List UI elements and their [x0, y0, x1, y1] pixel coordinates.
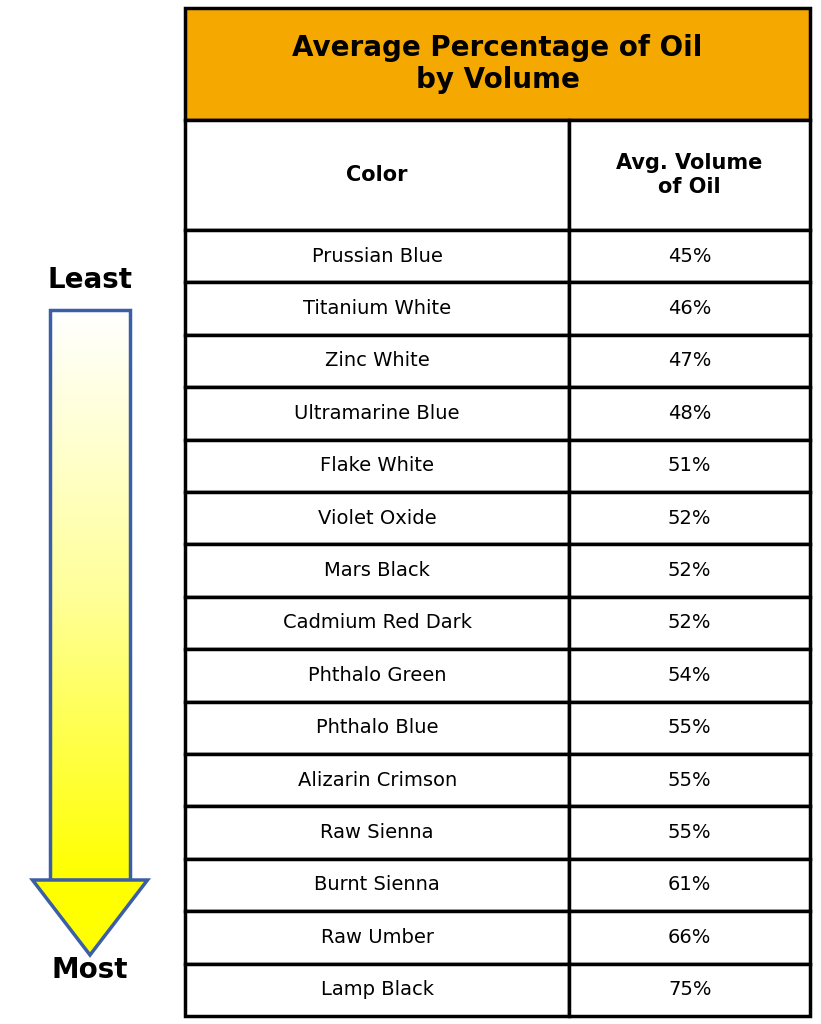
- Text: Ultramarine Blue: Ultramarine Blue: [295, 403, 460, 423]
- Bar: [570, 230, 810, 283]
- Bar: [570, 649, 810, 701]
- Text: 55%: 55%: [667, 718, 712, 737]
- Text: 52%: 52%: [668, 509, 712, 527]
- Bar: [185, 754, 570, 807]
- Bar: [570, 597, 810, 649]
- Text: Zinc White: Zinc White: [325, 351, 429, 371]
- Text: Violet Oxide: Violet Oxide: [318, 509, 437, 527]
- Bar: [185, 545, 570, 597]
- Text: 52%: 52%: [668, 561, 712, 581]
- Text: Phthalo Blue: Phthalo Blue: [316, 718, 438, 737]
- Bar: [185, 964, 570, 1016]
- Text: Average Percentage of Oil
by Volume: Average Percentage of Oil by Volume: [292, 34, 703, 94]
- Text: Phthalo Green: Phthalo Green: [308, 666, 447, 685]
- Text: Raw Sienna: Raw Sienna: [320, 823, 434, 842]
- Bar: [570, 335, 810, 387]
- Polygon shape: [33, 880, 148, 955]
- Text: 75%: 75%: [668, 980, 712, 999]
- Bar: [570, 911, 810, 964]
- Text: Least: Least: [48, 266, 132, 294]
- Bar: [570, 439, 810, 492]
- Bar: [185, 387, 570, 439]
- Bar: [185, 230, 570, 283]
- Text: 47%: 47%: [668, 351, 711, 371]
- Bar: [185, 911, 570, 964]
- Text: 54%: 54%: [668, 666, 712, 685]
- Text: 52%: 52%: [668, 613, 712, 633]
- Bar: [570, 387, 810, 439]
- Text: Most: Most: [52, 956, 128, 984]
- Text: Alizarin Crimson: Alizarin Crimson: [297, 771, 456, 790]
- Bar: [185, 649, 570, 701]
- Bar: [570, 120, 810, 230]
- Bar: [185, 335, 570, 387]
- Text: Raw Umber: Raw Umber: [321, 928, 433, 947]
- Bar: [185, 439, 570, 492]
- Text: Color: Color: [346, 165, 408, 185]
- Text: 46%: 46%: [668, 299, 711, 318]
- Bar: [570, 701, 810, 754]
- Text: Titanium White: Titanium White: [303, 299, 452, 318]
- Text: 51%: 51%: [668, 457, 712, 475]
- Bar: [570, 859, 810, 911]
- Bar: [185, 8, 810, 120]
- Text: 45%: 45%: [668, 247, 712, 265]
- Text: Mars Black: Mars Black: [324, 561, 430, 581]
- Bar: [185, 492, 570, 545]
- Bar: [185, 859, 570, 911]
- Bar: [185, 283, 570, 335]
- Bar: [185, 807, 570, 859]
- Bar: [185, 120, 570, 230]
- Bar: [185, 597, 570, 649]
- Text: Avg. Volume
of Oil: Avg. Volume of Oil: [617, 154, 763, 197]
- Text: Prussian Blue: Prussian Blue: [312, 247, 443, 265]
- Bar: [570, 492, 810, 545]
- Bar: [185, 701, 570, 754]
- Bar: [570, 545, 810, 597]
- Text: 55%: 55%: [667, 771, 712, 790]
- Bar: [50, 310, 130, 880]
- Text: Cadmium Red Dark: Cadmium Red Dark: [282, 613, 472, 633]
- Text: 48%: 48%: [668, 403, 711, 423]
- Text: 61%: 61%: [668, 876, 711, 895]
- Text: Flake White: Flake White: [320, 457, 434, 475]
- Bar: [570, 807, 810, 859]
- Bar: [570, 964, 810, 1016]
- Text: 55%: 55%: [667, 823, 712, 842]
- Text: Burnt Sienna: Burnt Sienna: [314, 876, 440, 895]
- Text: 66%: 66%: [668, 928, 711, 947]
- Text: Lamp Black: Lamp Black: [321, 980, 433, 999]
- Bar: [570, 283, 810, 335]
- Bar: [570, 754, 810, 807]
